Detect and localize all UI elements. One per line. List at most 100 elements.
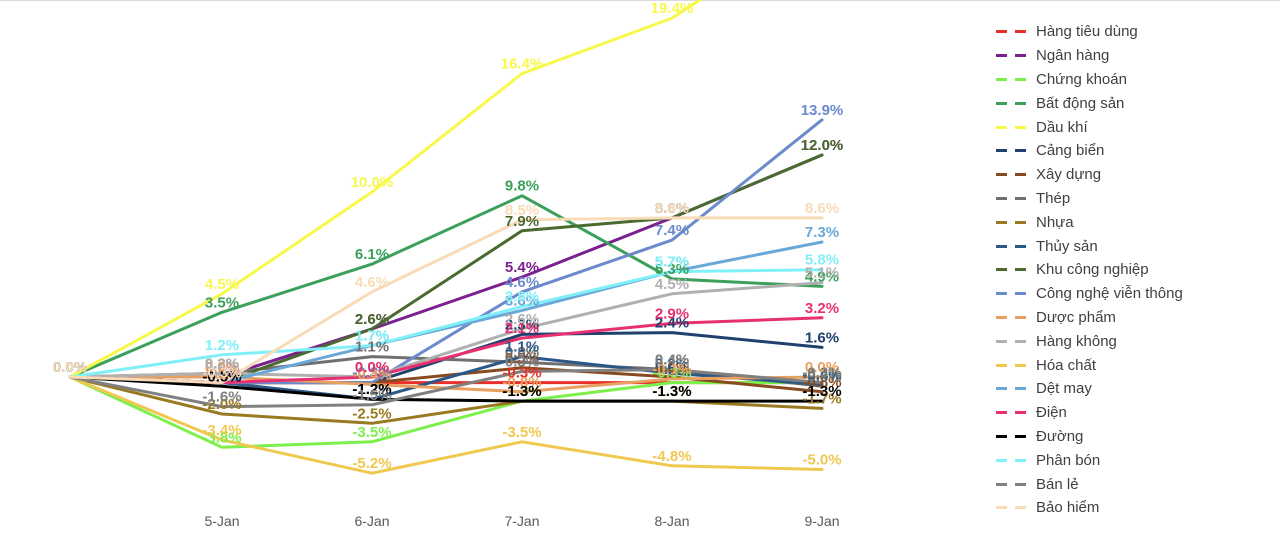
data-label-chung-khoan: -1.3% (502, 383, 541, 400)
series-line-dau-khi (68, 0, 703, 379)
series-line-hoa-chat (68, 375, 824, 475)
data-label-phan-bon: 1.2% (205, 337, 239, 354)
data-label-dien: 0.0% (53, 359, 87, 376)
legend-swatch (996, 148, 1026, 154)
data-label-dien: -0.3% (202, 365, 241, 382)
legend-item-bat-dong-san: Bất động sản (996, 91, 1276, 115)
data-label-det-may: 1.7% (355, 328, 389, 345)
data-label-chung-khoan: -0.3% (652, 365, 691, 382)
data-label-hang-tieu-dung: -0.3% (502, 365, 541, 382)
legend-label: Thép (1036, 189, 1071, 207)
legend-item-duong: Đường (996, 425, 1276, 449)
legend-item-hang-tieu-dung: Hàng tiêu dùng (996, 20, 1276, 44)
data-label-ngan-hang: 12.0% (801, 137, 844, 154)
data-label-thep: 0.8% (505, 344, 539, 361)
legend-item-det-may: Dệt may (996, 377, 1276, 401)
data-label-cong-nghe-vien-thong: -0.3% (202, 365, 241, 382)
data-label-hang-tieu-dung: -0.3% (202, 365, 241, 382)
legend-item-hang-khong: Hàng không (996, 329, 1276, 353)
data-label-det-may: 5.7% (655, 254, 689, 271)
data-label-bao-hiem: 4.6% (355, 274, 389, 291)
legend-label: Bảo hiểm (1036, 499, 1100, 517)
data-label-ngan-hang: 0.0% (205, 359, 239, 376)
data-label-cong-nghe-vien-thong: 4.6% (505, 274, 539, 291)
data-label-hoa-chat: -3.4% (202, 422, 241, 439)
legend-label: Bán lẻ (1036, 475, 1079, 493)
data-label-dau-khi: 4.5% (205, 276, 239, 293)
data-label-khu-cong-nghiep: 7.9% (505, 213, 539, 230)
data-label-cang-bien: 2.4% (655, 315, 689, 332)
data-label-bao-hiem: 8.5% (505, 202, 539, 219)
data-label-duong: -1.3% (652, 383, 691, 400)
legend-swatch (996, 386, 1026, 392)
legend-swatch (996, 410, 1026, 416)
legend-label: Dược phẩm (1036, 308, 1116, 326)
data-label-det-may: 7.3% (805, 224, 839, 241)
legend-swatch (996, 124, 1026, 130)
data-label-hoa-chat: -5.2% (352, 455, 391, 472)
legend-item-nhua: Nhựa (996, 210, 1276, 234)
series-line-bao-hiem (68, 216, 824, 385)
data-label-bao-hiem: 0.0% (53, 359, 87, 376)
legend-label: Khu công nghiệp (1036, 261, 1149, 279)
legend-label: Dệt may (1036, 380, 1092, 398)
legend-label: Hàng tiêu dùng (1036, 23, 1138, 41)
line-chart: 0.0% -0.3% -0.3% -0.3% -0.3% -0.3%0.0% 0.0%2.6… (53, 0, 844, 529)
data-label-hang-khong: 4.5% (655, 276, 689, 293)
data-label-hang-khong: 0.0% (53, 359, 87, 376)
data-label-hoa-chat: 0.0% (53, 359, 87, 376)
legend-swatch (996, 267, 1026, 273)
data-label-ngan-hang: 2.6% (355, 311, 389, 328)
data-label-det-may: 3.6% (505, 292, 539, 309)
data-label-duong: -0.5% (202, 368, 241, 385)
data-label-hang-tieu-dung: -0.3% (802, 365, 841, 382)
data-label-duong: -1.3% (502, 383, 541, 400)
x-tick-label: 9-Jan (804, 513, 839, 529)
series-line-cong-nghe-vien-thong (68, 118, 824, 385)
data-label-cang-bien: -0.3% (352, 365, 391, 382)
data-label-bao-hiem: 8.6% (655, 200, 689, 217)
data-label-dau-khi: 16.4% (501, 56, 544, 73)
legend-swatch (996, 481, 1026, 487)
data-label-hoa-chat: -5.0% (802, 452, 841, 469)
legend-item-chung-khoan: Chứng khoán (996, 68, 1276, 92)
data-label-bat-dong-san: 9.8% (505, 178, 539, 195)
data-label-hang-khong: 0.2% (205, 355, 239, 372)
data-label-thep: -0.5% (802, 368, 841, 385)
legend-swatch (996, 314, 1026, 320)
data-label-ngan-hang: 0.0% (53, 359, 87, 376)
data-label-khu-cong-nghiep: 0.0% (53, 359, 87, 376)
data-label-duoc-pham: 0.0% (53, 359, 87, 376)
legend-label: Hàng không (1036, 332, 1117, 350)
legend-swatch (996, 76, 1026, 82)
data-label-chung-khoan: -3.8% (202, 429, 241, 446)
series-line-hang-khong (68, 281, 824, 379)
series-line-phan-bon (68, 268, 824, 379)
legend-label: Phân bón (1036, 451, 1101, 469)
data-label-thuy-san: -0.4% (802, 366, 841, 383)
legend-swatch (996, 362, 1026, 368)
data-label-khu-cong-nghiep: 2.6% (355, 311, 389, 328)
data-label-duong: -1.3% (802, 383, 841, 400)
x-tick-label: 8-Jan (654, 513, 689, 529)
legend-swatch (996, 291, 1026, 297)
data-label-duong: -1.2% (352, 381, 391, 398)
data-label-cang-bien: -0.3% (202, 365, 241, 382)
legend-swatch (996, 219, 1026, 225)
legend-item-cang-bien: Cảng biển (996, 139, 1276, 163)
data-label-chung-khoan: -3.5% (352, 424, 391, 441)
chart-legend: Hàng tiêu dùng Ngân hàng Chứng khoán Bất độ… (996, 20, 1276, 520)
data-label-cang-bien: 2.3% (505, 316, 539, 333)
data-label-thep: 1.1% (355, 339, 389, 356)
legend-label: Hóa chất (1036, 356, 1097, 374)
legend-item-bao-hiem: Bảo hiểm (996, 496, 1276, 520)
data-label-nhua: -1.7% (802, 390, 841, 407)
data-label-bat-dong-san: 5.3% (655, 261, 689, 278)
data-label-hang-tieu-dung: -0.3% (352, 365, 391, 382)
data-label-duoc-pham: -0.1% (652, 361, 691, 378)
legend-item-xay-dung: Xây dựng (996, 163, 1276, 187)
data-label-hoa-chat: -4.8% (652, 448, 691, 465)
data-label-nhua: 0.0% (53, 359, 87, 376)
data-label-thuy-san: -0.3% (202, 365, 241, 382)
data-label-hang-khong: 0.0% (355, 359, 389, 376)
